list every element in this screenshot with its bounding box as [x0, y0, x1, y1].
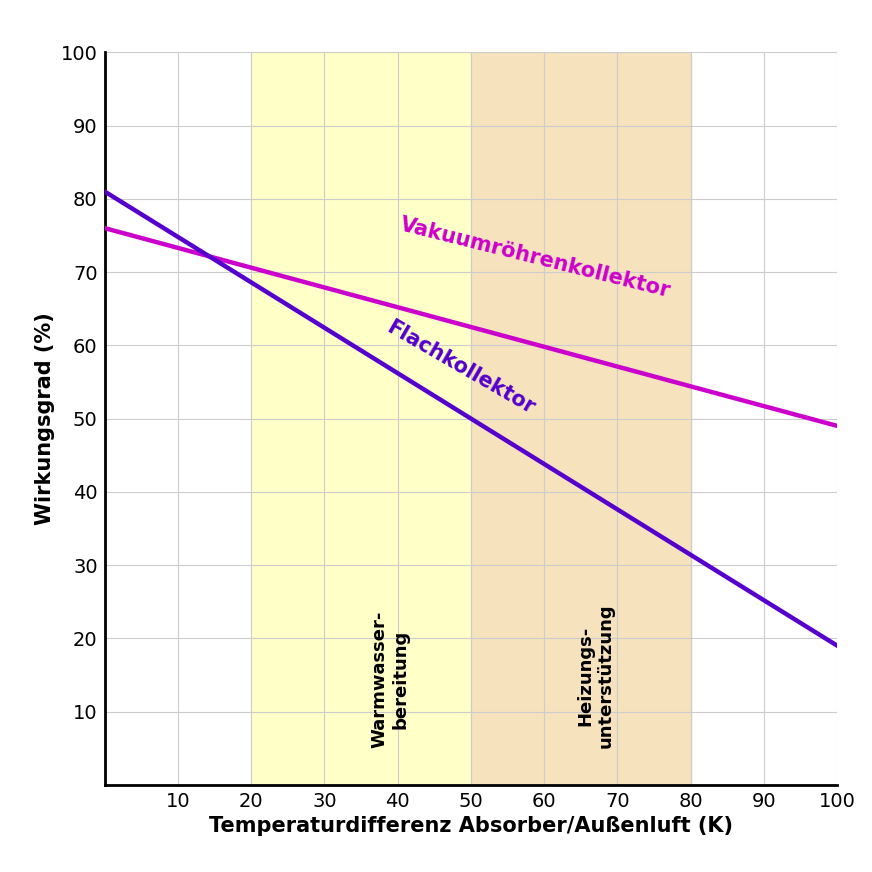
- Text: Warmwasser-
bereitung: Warmwasser- bereitung: [371, 610, 410, 748]
- Y-axis label: Wirkungsgrad (%): Wirkungsgrad (%): [35, 312, 55, 525]
- Text: Flachkollektor: Flachkollektor: [383, 317, 538, 419]
- Bar: [471, 52, 691, 785]
- Text: Heizungs-
unterstützung: Heizungs- unterstützung: [576, 603, 615, 748]
- Bar: [251, 52, 471, 785]
- X-axis label: Temperaturdifferenz Absorber/Außenluft (K): Temperaturdifferenz Absorber/Außenluft (…: [209, 816, 732, 836]
- Text: Vakuumröhrenkollektor: Vakuumröhrenkollektor: [398, 215, 672, 302]
